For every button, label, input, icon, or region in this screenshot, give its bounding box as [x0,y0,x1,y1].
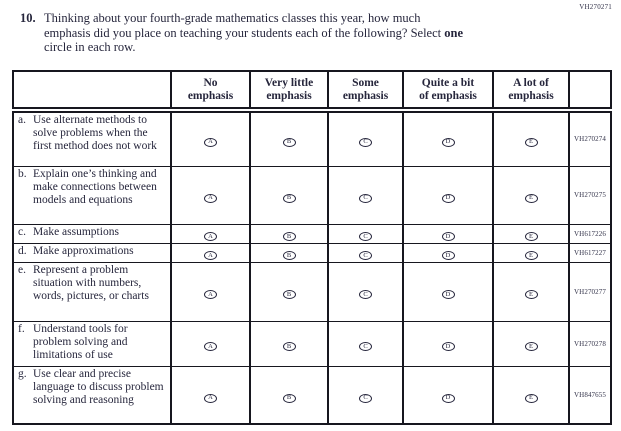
answer-bubble-c-no-emphasis[interactable]: A [204,232,217,242]
col-header-very-little-emphasis: Very little emphasis [249,70,329,113]
answer-bubble-d-very-little[interactable]: B [282,251,296,261]
answer-bubble-e-some[interactable]: C [359,290,372,300]
answer-bubble-b-quite-a-bit[interactable]: D [441,193,455,203]
col-header-some-emphasis: Some emphasis [327,70,404,113]
question-line-2-bold: one [444,25,463,40]
answer-bubble-g-quite-a-bit[interactable]: D [441,393,455,403]
row-code: VH847655 [568,365,612,425]
answer-bubble-d-a-lot[interactable]: E [524,251,538,261]
answer-bubble-g-very-little[interactable]: B [282,393,296,403]
answer-bubble-a-no-emphasis[interactable]: A [204,138,217,147]
answer-bubble-f-quite-a-bit[interactable]: D [441,342,455,352]
answer-bubble-f-no-emphasis[interactable]: A [204,342,217,352]
row-code: VH270275 [568,165,612,225]
question-block: 10. Thinking about your fourth-grade mat… [20,11,559,55]
row-stem: e. Represent a problem situation with nu… [12,261,172,322]
col-header-a-lot-of-emphasis: A lot of emphasis [492,70,570,113]
answer-bubble-a-a-lot[interactable]: E [524,138,538,147]
answer-bubble-d-some[interactable]: C [359,251,372,261]
table-row-b: b. Explain one’s thinking and make conne… [12,165,612,225]
answer-bubble-b-a-lot[interactable]: E [524,193,538,203]
answer-bubble-f-some[interactable]: C [359,342,372,352]
row-stem: a. Use alternate methods to solve proble… [12,109,172,167]
answer-bubble-g-some[interactable]: C [359,393,372,403]
emphasis-response-table: No emphasis Very little emphasis Some em… [12,70,612,425]
code-header-cell [568,70,612,113]
answer-bubble-c-very-little[interactable]: B [282,232,296,242]
question-line-2-text: emphasis did you place on teaching your … [44,25,445,40]
row-text: Make approximations [33,244,134,257]
table-row-d: d. Make approximations A B C D E VH61722… [12,242,612,263]
stem-header-cell [12,70,172,113]
col-header-no-emphasis: No emphasis [170,70,251,113]
row-letter: g. [18,367,27,380]
answer-bubble-f-a-lot[interactable]: E [524,342,538,352]
row-letter: a. [18,114,26,126]
question-line-3: circle in each row. [44,40,136,54]
row-letter: b. [18,167,27,180]
question-line-2: emphasis did you place on teaching your … [44,26,559,41]
row-text: Explain one’s thinking and make connecti… [33,167,157,206]
answer-bubble-e-a-lot[interactable]: E [524,290,538,300]
row-code: VH617227 [568,242,612,263]
answer-bubble-e-quite-a-bit[interactable]: D [441,290,455,300]
row-stem: b. Explain one’s thinking and make conne… [12,165,172,225]
row-text: Represent a problem situation with numbe… [33,263,149,302]
row-code: VH270277 [568,261,612,322]
answer-bubble-f-very-little[interactable]: B [282,342,296,352]
page-id-code: VH270271 [579,3,612,11]
row-code: VH617226 [568,223,612,244]
row-letter: d. [18,244,27,257]
row-letter: f. [18,322,25,335]
row-text: Use clear and precise language to discus… [33,367,164,406]
table-row-c: c. Make assumptions A B C D E VH617226 [12,223,612,244]
answer-bubble-a-some[interactable]: C [359,138,372,147]
answer-bubble-c-some[interactable]: C [359,232,372,242]
row-stem: g. Use clear and precise language to dis… [12,365,172,425]
answer-bubble-b-very-little[interactable]: B [282,193,296,203]
col-header-quite-a-bit-of-emphasis: Quite a bit of emphasis [402,70,494,113]
row-code: VH270274 [568,109,612,167]
answer-bubble-a-very-little[interactable]: B [282,138,296,147]
answer-bubble-b-no-emphasis[interactable]: A [204,193,217,203]
question-text: Thinking about your fourth-grade mathema… [44,11,559,55]
row-text: Use alternate methods to solve problems … [33,114,157,153]
row-stem: f. Understand tools for problem solving … [12,320,172,367]
answer-bubble-c-a-lot[interactable]: E [524,232,538,242]
table-row-f: f. Understand tools for problem solving … [12,320,612,367]
row-stem: d. Make approximations [12,242,172,263]
answer-bubble-a-quite-a-bit[interactable]: D [441,138,455,147]
question-line-1: Thinking about your fourth-grade mathema… [44,11,421,25]
answer-bubble-e-no-emphasis[interactable]: A [204,290,217,300]
answer-bubble-b-some[interactable]: C [359,193,372,203]
answer-bubble-e-very-little[interactable]: B [282,290,296,300]
row-letter: e. [18,263,26,276]
answer-bubble-d-quite-a-bit[interactable]: D [441,251,455,261]
header-row: No emphasis Very little emphasis Some em… [12,70,612,113]
table-row-e: e. Represent a problem situation with nu… [12,261,612,322]
answer-bubble-d-no-emphasis[interactable]: A [204,251,217,261]
row-text: Make assumptions [33,225,119,238]
answer-bubble-g-a-lot[interactable]: E [524,393,538,403]
row-stem: c. Make assumptions [12,223,172,244]
table-row-g: g. Use clear and precise language to dis… [12,365,612,425]
row-code: VH270278 [568,320,612,367]
question-number: 10. [20,11,36,25]
table-row-a: a. Use alternate methods to solve proble… [12,109,612,167]
row-text: Understand tools for problem solving and… [33,322,128,361]
row-letter: c. [18,225,26,238]
answer-bubble-c-quite-a-bit[interactable]: D [441,232,455,242]
answer-bubble-g-no-emphasis[interactable]: A [204,393,217,403]
